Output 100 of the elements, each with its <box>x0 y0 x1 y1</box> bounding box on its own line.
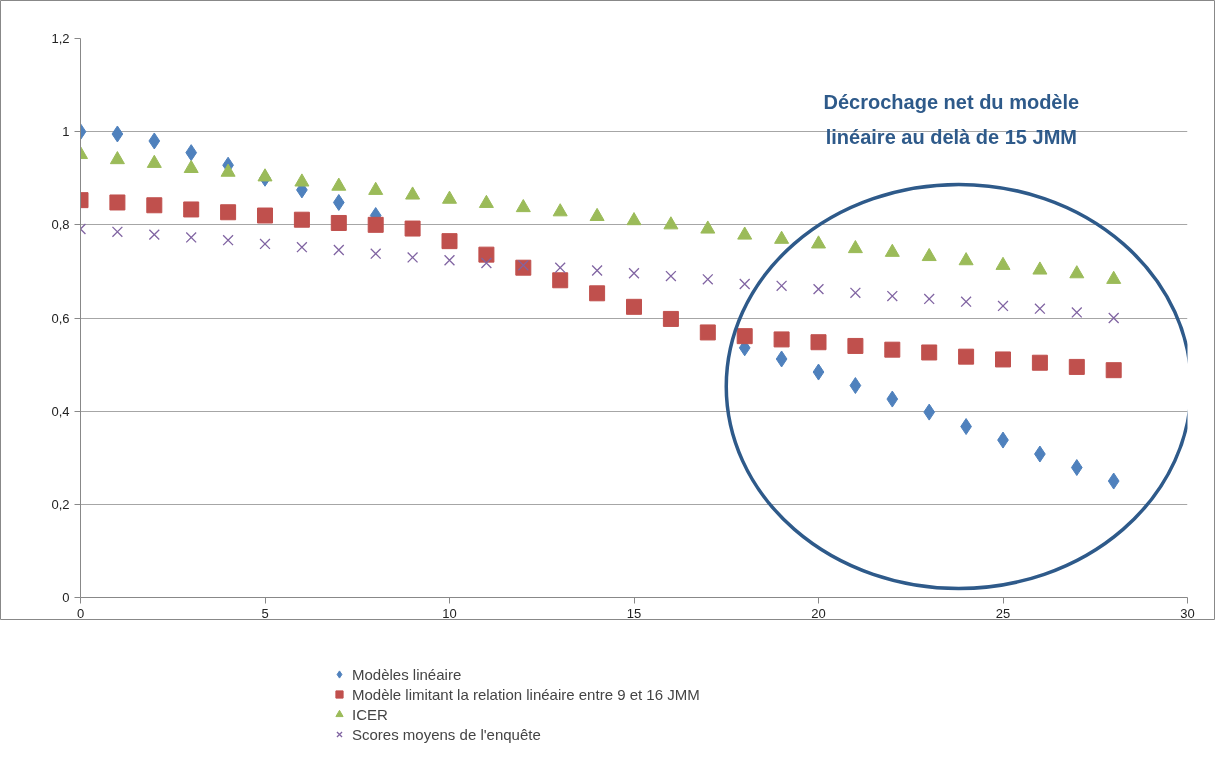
point <box>1031 354 1048 371</box>
point <box>515 199 531 213</box>
point <box>294 173 310 187</box>
y-tick-label: 0,2 <box>51 496 70 512</box>
x-tick-label: 15 <box>626 605 642 621</box>
x-tick-label: 10 <box>442 605 457 621</box>
point <box>442 190 457 204</box>
point <box>368 181 384 195</box>
point <box>552 203 568 217</box>
point <box>146 154 162 168</box>
point <box>626 212 642 226</box>
y-tick-label: 0,8 <box>51 217 70 233</box>
point <box>663 216 679 230</box>
point <box>552 272 569 289</box>
point <box>958 252 974 266</box>
point <box>370 248 382 260</box>
x-tick-label: 5 <box>261 605 269 621</box>
point <box>1108 312 1120 324</box>
y-tick-label: 0,4 <box>51 403 70 419</box>
point <box>407 251 419 264</box>
legend-label: Modèles linéaire <box>352 665 462 683</box>
point <box>183 159 199 174</box>
point <box>109 151 125 165</box>
point <box>884 243 900 257</box>
point <box>886 390 899 408</box>
point <box>111 125 124 143</box>
point <box>109 194 126 211</box>
point <box>148 132 161 150</box>
point <box>111 226 123 238</box>
point <box>811 235 826 249</box>
point <box>183 201 200 218</box>
point <box>736 328 753 345</box>
point <box>443 254 456 266</box>
point <box>921 344 938 361</box>
point <box>478 194 494 208</box>
point <box>773 331 790 348</box>
point <box>367 216 384 233</box>
legend-label: ICER <box>352 705 388 723</box>
point <box>404 220 421 237</box>
point <box>478 246 495 263</box>
point <box>1069 265 1085 279</box>
point <box>185 144 198 162</box>
point <box>628 267 640 279</box>
point <box>148 229 160 241</box>
point <box>220 163 236 177</box>
point <box>333 244 345 256</box>
point <box>849 377 862 395</box>
point <box>923 293 935 305</box>
point <box>589 285 606 302</box>
point <box>774 230 790 244</box>
point <box>405 186 421 200</box>
point <box>331 177 347 191</box>
point <box>849 287 861 299</box>
point <box>923 403 936 421</box>
legend-label: Modèle limitant la relation linéaire entre 9 et 16 JMM <box>352 685 700 703</box>
point <box>997 300 1009 312</box>
point <box>441 233 458 250</box>
point <box>812 283 825 295</box>
point <box>257 168 273 182</box>
point <box>886 290 898 302</box>
point <box>1070 459 1083 477</box>
point <box>330 214 347 231</box>
point <box>296 241 308 253</box>
point <box>259 238 271 250</box>
point <box>222 234 234 246</box>
point <box>185 231 197 244</box>
point <box>776 280 788 292</box>
point <box>775 350 788 368</box>
point <box>960 296 972 308</box>
annotation: Décrochage net du modèle linéaire au delà de 15 JMM <box>823 91 1080 148</box>
point <box>958 348 975 365</box>
point <box>739 278 751 290</box>
x-tick-label: 25 <box>995 605 1011 621</box>
point <box>1107 472 1120 490</box>
y-tick-label: 1 <box>62 124 70 140</box>
point <box>146 197 163 214</box>
point <box>921 247 937 262</box>
y-tick-label: 0,6 <box>51 310 70 326</box>
point <box>702 273 714 285</box>
point <box>589 207 605 221</box>
point <box>995 351 1011 368</box>
point <box>700 220 716 234</box>
point <box>1034 303 1046 315</box>
point <box>884 341 901 358</box>
point <box>699 324 716 341</box>
point <box>662 310 679 327</box>
point <box>554 262 566 274</box>
point <box>847 337 864 354</box>
point <box>591 264 603 277</box>
point <box>293 211 310 228</box>
x-tick-label: 20 <box>811 605 826 621</box>
y-tick-label: 1,2 <box>51 31 70 46</box>
x-tick-label: 30 <box>1180 605 1195 621</box>
point <box>812 363 825 381</box>
point <box>1106 270 1122 284</box>
x-tick-label: 0 <box>76 605 85 621</box>
point <box>1032 261 1048 275</box>
point <box>810 334 827 351</box>
point <box>1105 362 1122 379</box>
point <box>665 270 677 282</box>
